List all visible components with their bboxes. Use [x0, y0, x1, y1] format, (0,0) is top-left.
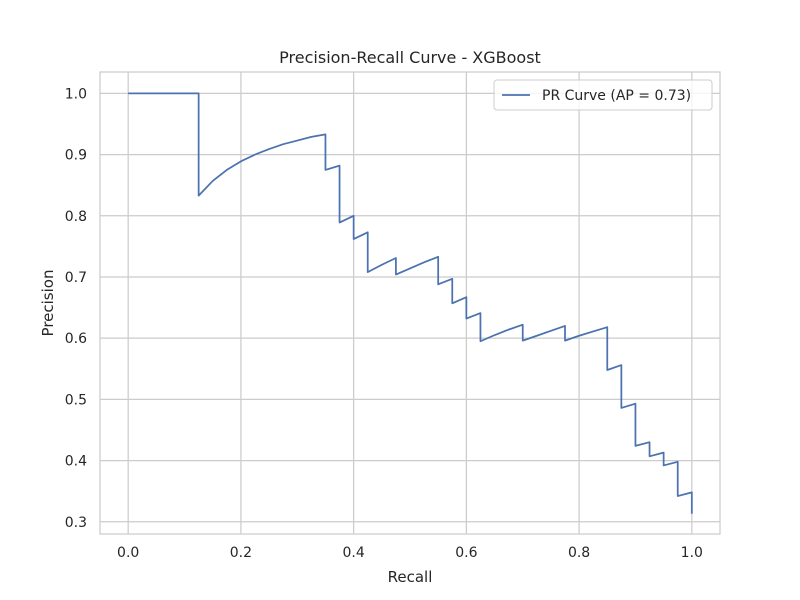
x-tick-label: 0.2: [230, 545, 252, 561]
y-tick-label: 0.8: [65, 209, 87, 225]
y-tick-label: 1.0: [65, 86, 87, 102]
pr-curve-line: [128, 92, 693, 514]
y-tick-label: 0.6: [65, 331, 87, 347]
y-tick-label: 0.7: [65, 270, 87, 286]
y-tick-label: 0.5: [65, 392, 87, 408]
legend-entry-label: PR Curve (AP = 0.73): [542, 88, 691, 104]
x-tick-label: 0.8: [568, 545, 590, 561]
y-axis-label: Precision: [39, 270, 57, 337]
legend: PR Curve (AP = 0.73): [493, 79, 713, 111]
y-tick-label: 0.3: [65, 515, 87, 531]
grid-lines: [100, 72, 720, 534]
x-tick-label: 0.6: [455, 545, 477, 561]
x-tick-label: 1.0: [681, 545, 703, 561]
y-tick-label: 0.4: [65, 454, 87, 470]
x-tick-label: 0.0: [117, 545, 139, 561]
x-tick-label: 0.4: [343, 545, 365, 561]
series-layer: [128, 92, 693, 514]
plot-frame: [99, 71, 721, 535]
x-axis-label: Recall: [388, 568, 433, 586]
legend-box: [493, 79, 713, 111]
x-axis-ticks: 0.0 0.2 0.4 0.6 0.8 1.0: [117, 545, 703, 561]
chart-title: Precision-Recall Curve - XGBoost: [279, 48, 541, 67]
y-tick-label: 0.9: [65, 148, 87, 164]
y-axis-ticks: 0.3 0.4 0.5 0.6 0.7 0.8 0.9 1.0: [65, 86, 87, 530]
